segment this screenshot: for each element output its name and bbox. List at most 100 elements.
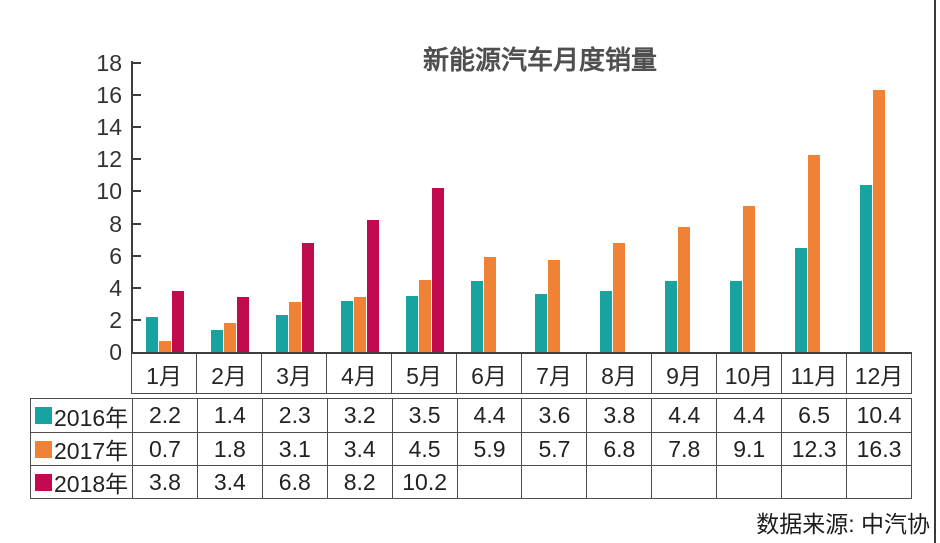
bar-slot <box>288 63 302 352</box>
value-cell: 16.3 <box>846 432 911 465</box>
bar-2017年 <box>223 323 236 352</box>
value-cell <box>716 465 782 498</box>
month-column <box>717 63 782 352</box>
bar-slot <box>873 63 886 352</box>
bar-slot <box>808 63 821 352</box>
source-note: 数据来源: 中汽协 <box>756 511 930 537</box>
bar-2016年 <box>535 294 548 352</box>
bar-2016年 <box>600 291 613 352</box>
y-tick-label: 2 <box>109 306 122 333</box>
y-tick-label: 12 <box>96 146 122 173</box>
month-column <box>587 63 652 352</box>
value-cell: 12.3 <box>781 432 847 465</box>
value-cell: 8.2 <box>326 465 392 498</box>
value-cell: 9.1 <box>716 432 782 465</box>
bar-cluster <box>405 63 445 352</box>
bar-slot <box>470 63 484 352</box>
bar-2016年 <box>665 281 678 352</box>
bar-2017年 <box>613 243 626 352</box>
bar-slot <box>223 63 237 352</box>
bar-2016年 <box>470 281 483 352</box>
value-cell: 3.1 <box>261 432 327 465</box>
bar-slot <box>497 63 510 352</box>
bar-2017年 <box>483 257 496 352</box>
bar-cluster <box>600 63 639 352</box>
bar-2016年 <box>340 301 353 352</box>
bar-cluster <box>665 63 704 352</box>
bar-slot <box>886 63 899 352</box>
value-cell: 5.9 <box>456 432 522 465</box>
y-tick-label: 14 <box>96 114 122 141</box>
value-cell <box>846 465 911 498</box>
bar-slot <box>210 63 224 352</box>
bar-2017年 <box>873 90 886 352</box>
legend-swatch <box>35 440 52 458</box>
bar-2017年 <box>678 227 691 352</box>
bar-cluster <box>275 63 315 352</box>
value-cell <box>521 465 587 498</box>
y-tick-label: 10 <box>96 178 122 205</box>
bar-slot <box>405 63 419 352</box>
y-tick-label: 18 <box>96 50 122 76</box>
value-cell <box>586 465 652 498</box>
value-cell <box>651 465 717 498</box>
month-column <box>523 63 588 352</box>
bar-slot <box>795 63 808 352</box>
month-column <box>328 63 393 352</box>
bar-2016年 <box>405 296 418 352</box>
value-cell: 0.7 <box>132 432 197 465</box>
bar-slot <box>743 63 756 352</box>
bar-slot <box>418 63 432 352</box>
bar-slot <box>561 63 574 352</box>
value-cell: 1.8 <box>196 432 262 465</box>
bar-slot <box>353 63 367 352</box>
bar-slot <box>756 63 769 352</box>
bar-2017年 <box>548 260 561 352</box>
bar-2018年 <box>366 220 379 352</box>
legend-swatch <box>35 407 52 424</box>
month-column <box>198 63 263 352</box>
bar-cluster <box>210 63 250 352</box>
y-tick-label: 16 <box>96 82 122 109</box>
value-cell: 3.6 <box>521 399 586 432</box>
month-label: 12月 <box>846 354 911 393</box>
month-column <box>133 63 198 352</box>
value-cell: 6.5 <box>781 399 846 432</box>
y-tick-label: 0 <box>109 339 122 365</box>
value-cell: 4.5 <box>391 432 457 465</box>
legend-cell: 2016年 <box>31 399 132 432</box>
value-cell: 3.4 <box>196 465 262 498</box>
value-cell: 10.4 <box>846 399 911 432</box>
y-axis-line <box>131 61 133 352</box>
x-axis-category-row: 1月 2月 3月 4月 5月 6月 7月 8月 9月 10月 11月 12月 <box>131 352 912 394</box>
bar-slot <box>171 63 185 352</box>
chart-title: 新能源汽车月度销量 <box>422 45 658 75</box>
plot-area <box>133 63 912 352</box>
value-cell: 5.7 <box>521 432 587 465</box>
value-cell: 3.8 <box>586 399 651 432</box>
value-cell: 4.4 <box>456 399 522 432</box>
bar-2018年 <box>171 291 184 352</box>
right-frame-line <box>934 0 936 543</box>
bar-cluster <box>795 63 834 352</box>
bar-slot <box>730 63 743 352</box>
month-label: 7月 <box>521 354 586 393</box>
month-column <box>847 63 912 352</box>
month-column <box>782 63 847 352</box>
bar-slot <box>548 63 561 352</box>
bar-slot <box>626 63 639 352</box>
legend-cell: 2018年 <box>31 465 132 498</box>
month-label: 4月 <box>326 354 391 393</box>
month-column <box>263 63 328 352</box>
month-label: 3月 <box>261 354 326 393</box>
bar-2017年 <box>288 302 301 352</box>
bar-slot <box>600 63 613 352</box>
month-label: 2月 <box>196 354 261 393</box>
bar-2017年 <box>353 297 366 352</box>
legend-cell: 2017年 <box>31 432 132 465</box>
bar-slot <box>275 63 289 352</box>
bar-2017年 <box>158 341 171 352</box>
value-cell: 4.4 <box>716 399 781 432</box>
bar-2018年 <box>431 188 444 352</box>
